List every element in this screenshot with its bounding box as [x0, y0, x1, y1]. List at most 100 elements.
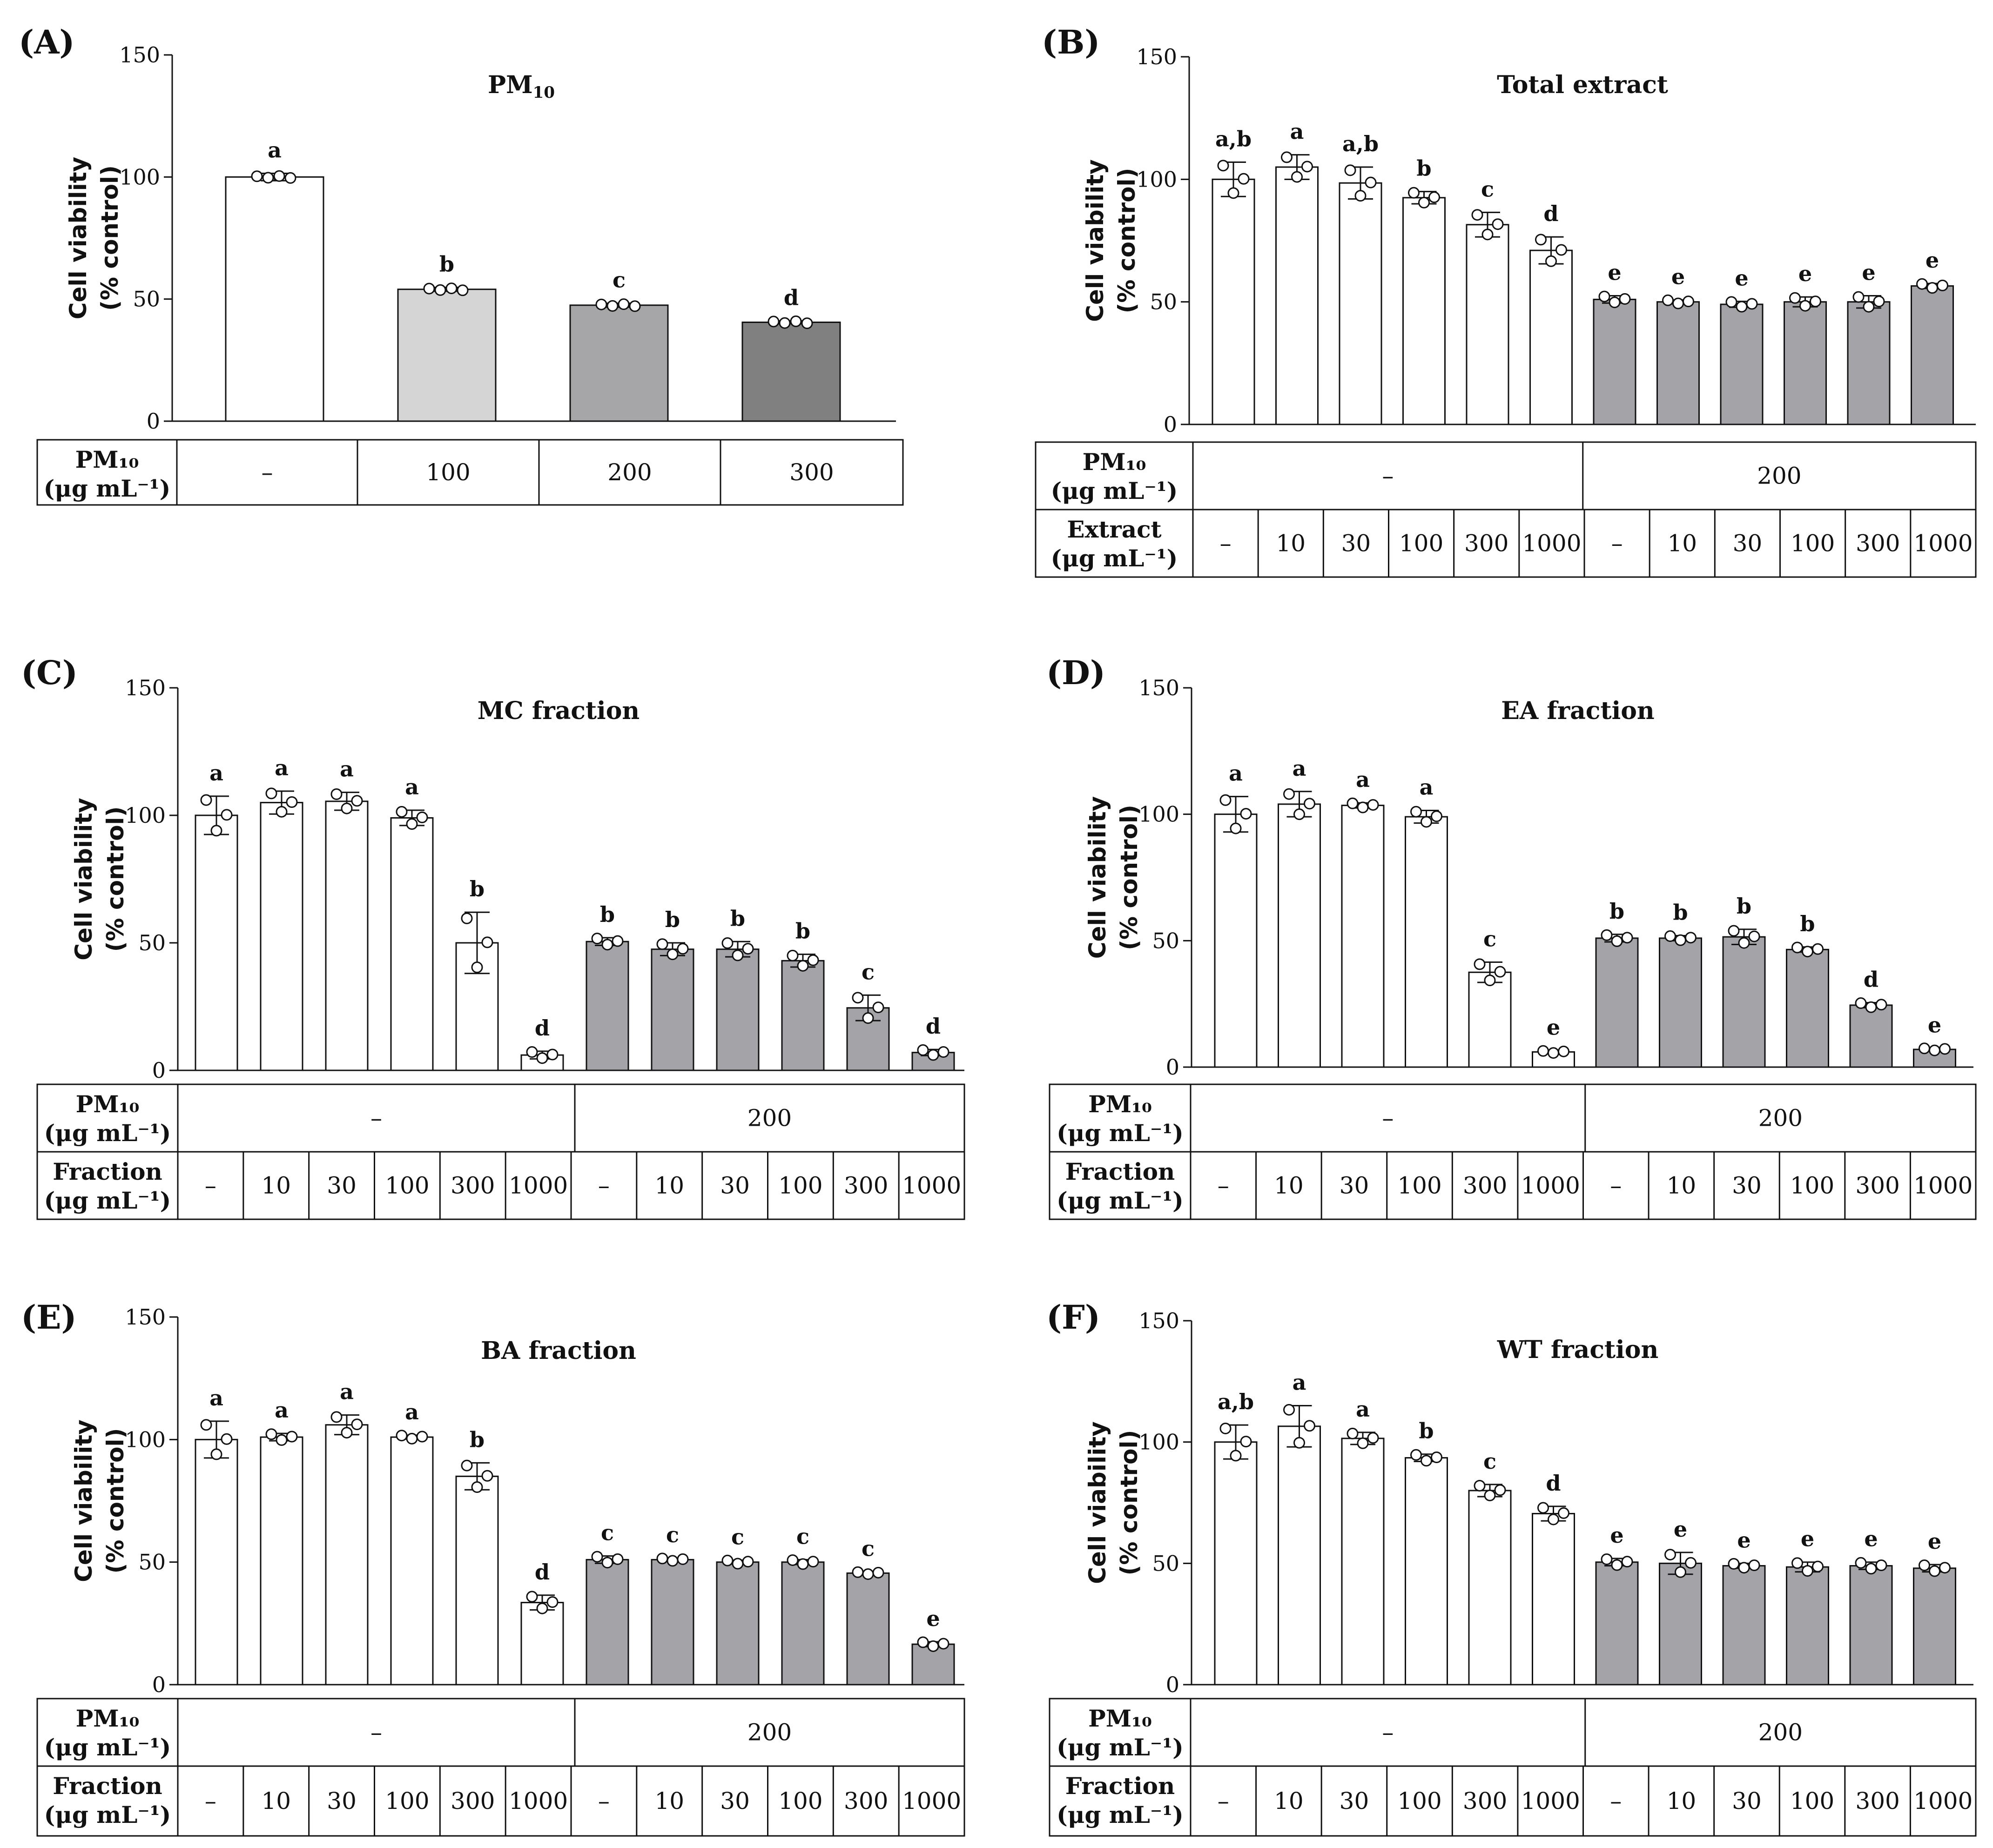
- data-point: [1748, 1559, 1760, 1572]
- significance-letter: a: [209, 1385, 223, 1411]
- table-cell: –: [262, 459, 273, 486]
- data-point: [1293, 1437, 1305, 1449]
- data-point: [1619, 293, 1631, 305]
- chart-title: MC fraction: [478, 697, 640, 725]
- data-point: [1728, 925, 1740, 937]
- data-point: [1484, 1489, 1496, 1501]
- data-point: [471, 1481, 483, 1493]
- table-cell: –: [1218, 1172, 1229, 1199]
- significance-letter: a: [275, 1398, 289, 1423]
- table-cell: 1000: [509, 1172, 568, 1199]
- table-row-units: (μg mL⁻¹): [1057, 1734, 1184, 1761]
- data-point: [721, 937, 734, 949]
- significance-letter: c: [1483, 927, 1496, 952]
- data-point: [262, 172, 274, 184]
- table-row-units: (μg mL⁻¹): [44, 475, 171, 502]
- y-axis-label-units: (% control): [1113, 168, 1140, 314]
- table-cell: 200: [747, 1719, 792, 1746]
- data-point: [1304, 798, 1315, 810]
- table-cell: 30: [720, 1172, 750, 1199]
- data-point: [536, 1602, 548, 1614]
- data-point: [1664, 930, 1676, 942]
- dose-table: [36, 1698, 965, 1837]
- significance-letter: a: [209, 760, 223, 786]
- bar: [1720, 303, 1764, 425]
- y-axis-label-units: (% control): [1116, 805, 1143, 950]
- bar: [260, 802, 303, 1071]
- data-point: [797, 1558, 809, 1570]
- data-point: [1367, 799, 1379, 811]
- bar: [455, 1475, 499, 1686]
- significance-letter: c: [796, 1524, 809, 1549]
- bar: [1341, 1438, 1385, 1686]
- y-tick-label: 0: [1166, 1672, 1179, 1697]
- data-point: [807, 954, 819, 966]
- data-point: [1802, 946, 1813, 958]
- bar: [781, 1561, 825, 1686]
- significance-letter: a,b: [1218, 1389, 1254, 1414]
- significance-letter: b: [439, 251, 454, 276]
- data-point: [423, 282, 435, 295]
- data-point: [917, 1636, 929, 1648]
- data-point: [1738, 937, 1750, 949]
- bar: [1784, 301, 1827, 425]
- y-axis-label: Cell viability: [1084, 1421, 1111, 1584]
- table-cell: 300: [844, 1172, 888, 1199]
- data-point: [1494, 1484, 1506, 1496]
- data-point: [1937, 279, 1948, 291]
- data-point: [221, 1433, 233, 1445]
- data-point: [1421, 1455, 1432, 1467]
- data-point: [1558, 1045, 1569, 1057]
- data-point: [526, 1591, 538, 1603]
- bar: [1212, 178, 1255, 425]
- significance-letter: a: [1356, 767, 1370, 792]
- data-point: [1675, 934, 1686, 946]
- y-axis-label-units: (% control): [102, 806, 129, 952]
- bar: [1847, 301, 1891, 425]
- panel-a: (A) PM10 Cell viability (% control) 0 50 100 15…: [19, 23, 904, 506]
- data-point: [1558, 1507, 1569, 1519]
- significance-letter: e: [1926, 248, 1939, 273]
- chart-title: BA fraction: [481, 1337, 636, 1365]
- data-point: [1548, 1513, 1559, 1525]
- bar: [1339, 182, 1382, 425]
- y-tick-label: 50: [138, 1550, 166, 1575]
- data-point: [1537, 1045, 1549, 1057]
- significance-letter: b: [600, 902, 615, 927]
- bar: [846, 1572, 890, 1686]
- panel-label: (F): [1046, 1298, 1100, 1337]
- bar: [520, 1602, 564, 1686]
- significance-letter: c: [731, 1524, 744, 1549]
- panel-label: (E): [21, 1298, 77, 1337]
- table-row-label: PM₁₀: [1083, 448, 1146, 476]
- data-point: [1474, 958, 1486, 970]
- data-point: [1865, 1563, 1877, 1575]
- data-point: [862, 1012, 874, 1024]
- data-point: [937, 1046, 949, 1058]
- bar: [1722, 936, 1766, 1068]
- y-axis-label-units: (% control): [102, 1428, 129, 1574]
- data-point: [1494, 966, 1506, 978]
- table-row-label: PM₁₀: [76, 1090, 140, 1118]
- data-point: [1283, 788, 1295, 800]
- significance-letter: c: [1481, 176, 1494, 202]
- bar: [741, 322, 841, 422]
- significance-letter: d: [535, 1015, 550, 1041]
- data-point: [330, 788, 343, 800]
- data-point: [276, 806, 288, 818]
- data-point: [1217, 160, 1229, 172]
- bar: [195, 814, 238, 1071]
- data-point: [210, 825, 222, 837]
- significance-letter: a: [405, 1399, 419, 1425]
- chart-title: WT fraction: [1497, 1336, 1659, 1364]
- y-axis-label: Cell viability: [70, 1419, 97, 1582]
- table-cell: 100: [1790, 1172, 1834, 1199]
- table-cell: 1000: [1522, 530, 1581, 557]
- bar: [1402, 197, 1446, 425]
- significance-letter: e: [1928, 1012, 1941, 1037]
- data-point: [872, 1566, 884, 1579]
- significance-letter: e: [1610, 1523, 1623, 1548]
- table-row-units: (μg mL⁻¹): [44, 1801, 171, 1828]
- bar: [1786, 948, 1829, 1068]
- significance-letter: d: [1543, 201, 1558, 226]
